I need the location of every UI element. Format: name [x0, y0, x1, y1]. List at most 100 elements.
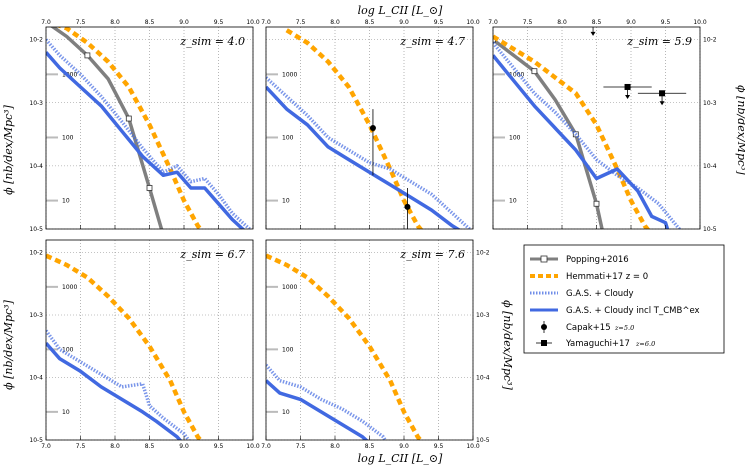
- series-group: [46, 253, 204, 440]
- series-line-g-a-s-cloudy-incl-t-cmb-ex: [266, 379, 369, 440]
- x-tick-label: 7.5: [296, 19, 306, 26]
- popping-marker: [125, 115, 132, 122]
- x-tick-label: 9.5: [434, 19, 444, 26]
- panel-4: 1000 100 10 7.0 7.5 8.0 8.5 9.0 9.5 10.0 10-5 10-4 1…: [29, 239, 260, 450]
- panel-5: 1000 100 10 7.0 7.5 8.0 8.5 9.0 9.5 10.010-5 10-4 1…: [261, 239, 490, 450]
- x-tick-label: 10.0: [246, 443, 260, 450]
- bottom-x-axis-label: log L_CII [L_⊙]: [358, 452, 443, 465]
- popping-marker: [146, 185, 153, 191]
- yamaguchi-point: [624, 83, 631, 90]
- yamaguchi-point: [659, 90, 666, 97]
- x-tick-label: 7.0: [488, 19, 498, 26]
- x-tick-label: 7.0: [41, 19, 51, 26]
- y-tick-label: 10-5: [476, 437, 490, 444]
- y-tick-label: 10-3: [703, 100, 717, 107]
- y-tick-label: 10-2: [29, 250, 43, 257]
- redshift-label: z_sim = 5.9: [626, 35, 692, 48]
- number-count-label: 1000: [282, 284, 297, 291]
- number-count-label: 100: [509, 134, 521, 141]
- legend-popping-label: Popping+2016: [566, 255, 629, 265]
- panel-3: 1000 100 10 7.0 7.5 8.0 8.5 9.0 9.5 10.0 10-5 10-4 1…: [488, 19, 717, 233]
- series-line-hemmati-17-z-0: [285, 28, 424, 229]
- number-count-label: 1000: [282, 71, 297, 78]
- x-tick-label: 8.5: [365, 19, 375, 26]
- series-line-hemmati-17-z-0: [493, 34, 651, 229]
- y-tick-label: 10-4: [29, 163, 43, 170]
- number-count-label: 1000: [62, 284, 77, 291]
- x-tick-label: 9.5: [434, 443, 444, 450]
- series-group: [266, 28, 473, 229]
- number-count-label: 1000: [509, 71, 524, 78]
- x-tick-label: 8.0: [110, 19, 120, 26]
- x-tick-label: 8.0: [110, 443, 120, 450]
- series-line-g-a-s-cloudy-incl-t-cmb-ex: [46, 341, 183, 440]
- x-tick-label: 7.0: [41, 443, 51, 450]
- x-tick-label: 7.0: [261, 443, 271, 450]
- y-tick-label: 10-2: [29, 37, 43, 44]
- left-y-axis-label-top: ϕ [nb/dex/Mpc³]: [2, 104, 15, 194]
- y-tick-label: 10-3: [476, 312, 490, 319]
- x-tick-label: 10.0: [246, 19, 260, 26]
- number-count-label: 100: [282, 346, 294, 353]
- number-count-label: 100: [62, 134, 74, 141]
- series-group: [493, 27, 687, 229]
- x-tick-label: 8.5: [365, 443, 375, 450]
- right-y-axis-label-bottom: ϕ [nb/dex/Mpc³]: [501, 300, 514, 390]
- redshift-label: z_sim = 4.0: [179, 35, 245, 48]
- x-tick-label: 9.0: [399, 443, 409, 450]
- redshift-label: z_sim = 6.7: [179, 248, 245, 261]
- yamaguchi-arrowhead: [590, 31, 596, 36]
- series-line-hemmati-17-z-0: [46, 253, 204, 440]
- x-tick-label: 9.0: [179, 19, 189, 26]
- popping-marker: [531, 68, 538, 75]
- x-tick-label: 9.5: [214, 443, 224, 450]
- right-y-axis-label-top: ϕ [nb/dex/Mpc³]: [735, 85, 745, 175]
- yamaguchi-arrowhead: [625, 94, 631, 99]
- legend: Popping+2016 Hemmati+17 z = 0 G.A.S. + C…: [523, 244, 725, 354]
- series-line-hemmati-17-z-0: [56, 27, 204, 229]
- legend-capak-label: Capak+15: [566, 323, 611, 333]
- legend-gas-cmb-label: G.A.S. + Cloudy incl T_CMB^ex: [566, 306, 700, 316]
- x-tick-label: 10.0: [466, 443, 480, 450]
- number-count-label: 100: [62, 346, 74, 353]
- popping-marker: [84, 52, 91, 59]
- series-line-g-a-s-cloudy: [46, 329, 191, 440]
- x-tick-label: 7.5: [523, 19, 533, 26]
- number-count-label: 100: [282, 134, 294, 141]
- series-line-g-a-s-cloudy-incl-t-cmb-ex: [266, 85, 461, 229]
- x-tick-label: 8.0: [330, 443, 340, 450]
- x-tick-label: 9.5: [661, 19, 671, 26]
- number-count-label: 10: [282, 409, 290, 416]
- y-tick-label: 10-4: [476, 375, 490, 382]
- series-line-g-a-s-cloudy-incl-t-cmb-ex: [493, 54, 670, 229]
- number-count-label: 10: [62, 198, 70, 205]
- x-tick-label: 8.0: [557, 19, 567, 26]
- left-y-axis-label-bottom: ϕ [nb/dex/Mpc³]: [2, 299, 15, 389]
- yamaguchi-arrowhead: [659, 101, 665, 106]
- series-line-g-a-s-cloudy: [46, 38, 253, 229]
- legend-yamaguchi-label: Yamaguchi+17: [565, 339, 630, 349]
- series-line-g-a-s-cloudy: [266, 363, 388, 440]
- y-tick-label: 10-3: [29, 312, 43, 319]
- y-tick-label: 10-2: [476, 250, 490, 257]
- y-tick-label: 10-4: [703, 163, 717, 170]
- top-x-axis-label: log L_CII [L_⊙]: [358, 4, 443, 17]
- redshift-label: z_sim = 4.7: [399, 35, 465, 48]
- x-tick-label: 7.5: [76, 443, 86, 450]
- number-count-label: 10: [282, 198, 290, 205]
- y-tick-label: 10-5: [703, 226, 717, 233]
- x-tick-label: 10.0: [466, 19, 480, 26]
- x-tick-label: 9.0: [626, 19, 636, 26]
- legend-gas-cloudy-label: G.A.S. + Cloudy: [566, 289, 634, 299]
- series-line-hemmati-17-z-0: [266, 253, 424, 440]
- x-tick-label: 8.5: [592, 19, 602, 26]
- popping-marker: [593, 200, 600, 207]
- legend-yamaguchi-note: z≃6.0: [635, 340, 655, 348]
- legend-popping-marker: [540, 255, 548, 263]
- number-count-label: 10: [62, 409, 70, 416]
- x-tick-label: 8.0: [330, 19, 340, 26]
- legend-hemmati-label: Hemmati+17 z = 0: [566, 272, 648, 282]
